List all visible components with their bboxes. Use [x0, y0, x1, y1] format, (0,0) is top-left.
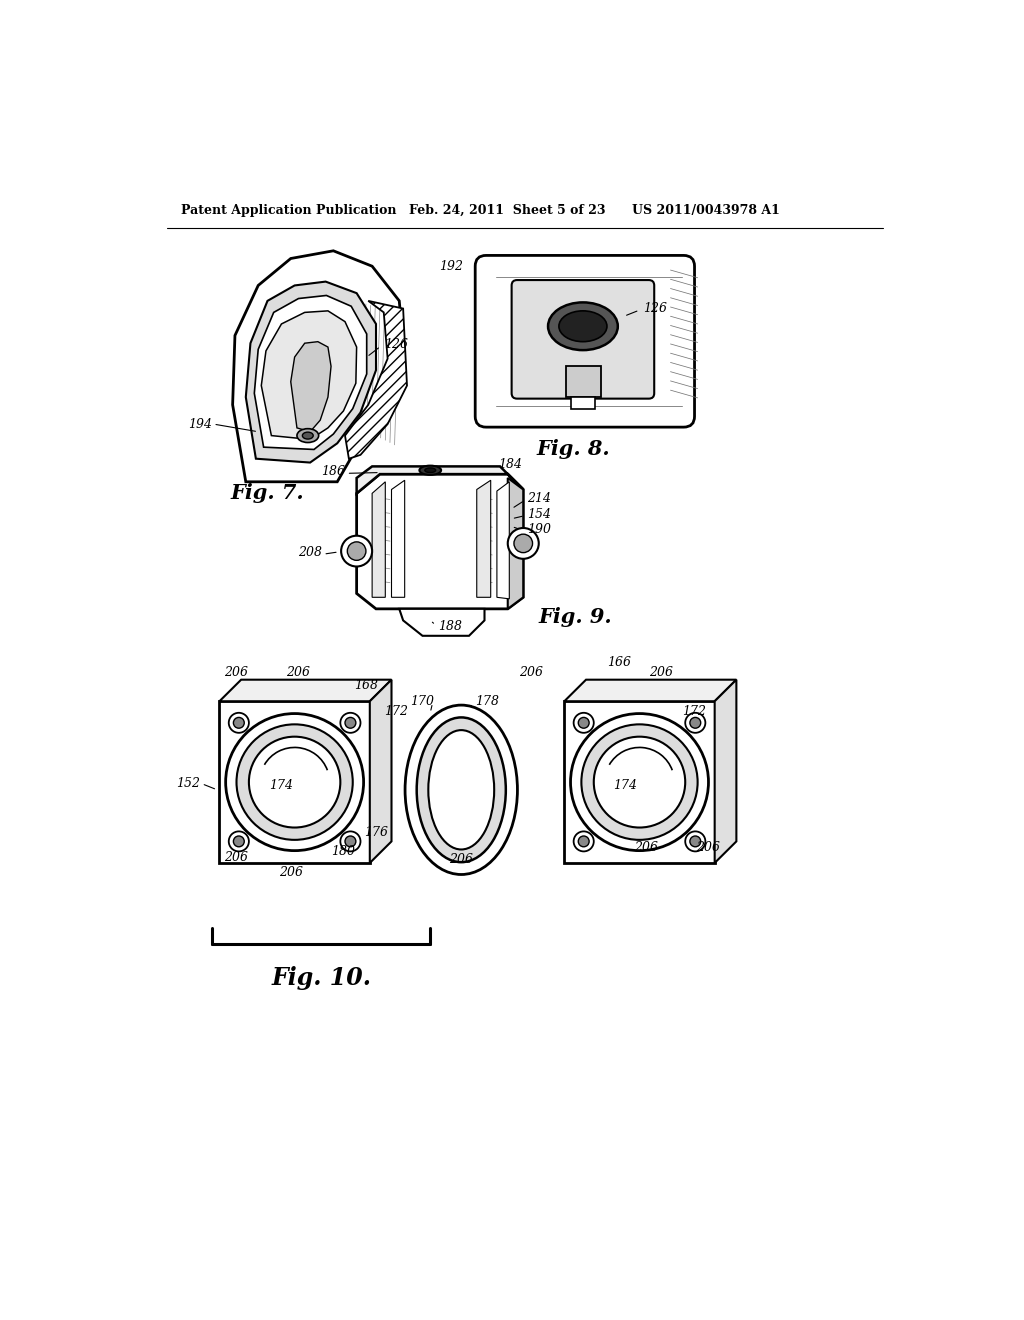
Polygon shape [261, 312, 356, 440]
Polygon shape [219, 680, 391, 701]
Text: 154: 154 [527, 508, 551, 520]
Circle shape [685, 713, 706, 733]
Polygon shape [564, 701, 715, 863]
Circle shape [225, 714, 364, 850]
Circle shape [573, 832, 594, 851]
Text: 206: 206 [287, 667, 310, 680]
Text: 206: 206 [695, 841, 720, 854]
Circle shape [340, 713, 360, 733]
Text: 174: 174 [613, 779, 638, 792]
Text: 206: 206 [224, 851, 249, 865]
Text: 126: 126 [643, 302, 668, 315]
Text: 206: 206 [634, 841, 657, 854]
Text: 190: 190 [527, 523, 551, 536]
Polygon shape [372, 482, 385, 597]
Text: Fig. 8.: Fig. 8. [537, 440, 610, 459]
Circle shape [341, 536, 372, 566]
Polygon shape [291, 342, 331, 432]
Ellipse shape [420, 466, 441, 475]
Ellipse shape [428, 730, 495, 850]
Circle shape [690, 836, 700, 847]
Text: 152: 152 [176, 777, 200, 791]
Polygon shape [715, 680, 736, 863]
Polygon shape [246, 281, 376, 462]
Text: 174: 174 [269, 779, 294, 792]
Polygon shape [566, 367, 601, 397]
Polygon shape [497, 482, 509, 599]
FancyBboxPatch shape [512, 280, 654, 399]
Text: 188: 188 [438, 620, 462, 634]
Text: 178: 178 [475, 694, 500, 708]
Text: 172: 172 [384, 705, 408, 718]
Polygon shape [399, 609, 484, 636]
Ellipse shape [417, 718, 506, 862]
Polygon shape [571, 397, 595, 409]
Ellipse shape [302, 432, 313, 440]
Text: 184: 184 [499, 458, 522, 471]
Circle shape [579, 718, 589, 729]
Text: 176: 176 [365, 825, 388, 838]
Circle shape [514, 535, 532, 553]
Circle shape [340, 832, 360, 851]
Text: 186: 186 [321, 465, 345, 478]
Circle shape [233, 718, 245, 729]
Circle shape [573, 713, 594, 733]
Circle shape [594, 737, 685, 828]
Text: Fig. 10.: Fig. 10. [271, 966, 372, 990]
Ellipse shape [406, 705, 517, 875]
Circle shape [570, 714, 709, 850]
Circle shape [347, 541, 366, 560]
Circle shape [228, 832, 249, 851]
Circle shape [237, 725, 352, 840]
Text: 168: 168 [354, 680, 378, 693]
Polygon shape [356, 466, 523, 494]
Polygon shape [370, 680, 391, 863]
Text: 192: 192 [439, 260, 464, 273]
Text: 206: 206 [450, 853, 473, 866]
Text: 170: 170 [411, 694, 434, 708]
Circle shape [582, 725, 697, 840]
Text: 166: 166 [607, 656, 631, 669]
Circle shape [249, 737, 340, 828]
Text: 180: 180 [331, 845, 355, 858]
Circle shape [345, 836, 356, 847]
Circle shape [579, 836, 589, 847]
Circle shape [508, 528, 539, 558]
Ellipse shape [559, 312, 607, 342]
Text: 172: 172 [682, 705, 707, 718]
Text: 206: 206 [519, 667, 543, 680]
Text: 194: 194 [187, 417, 212, 430]
Circle shape [685, 832, 706, 851]
Circle shape [233, 836, 245, 847]
Polygon shape [345, 301, 407, 459]
FancyBboxPatch shape [475, 256, 694, 428]
Text: Patent Application Publication: Patent Application Publication [180, 205, 396, 218]
Polygon shape [356, 474, 523, 609]
Circle shape [690, 718, 700, 729]
Text: Fig. 7.: Fig. 7. [230, 483, 304, 503]
Polygon shape [391, 480, 404, 597]
Ellipse shape [548, 302, 617, 350]
Circle shape [345, 718, 356, 729]
Text: Fig. 9.: Fig. 9. [539, 607, 612, 627]
Text: 206: 206 [279, 866, 303, 879]
Text: 214: 214 [527, 492, 551, 506]
Ellipse shape [425, 469, 435, 473]
Text: 208: 208 [298, 546, 322, 560]
Ellipse shape [297, 429, 318, 442]
Polygon shape [477, 480, 490, 597]
Polygon shape [254, 296, 367, 449]
Text: 126: 126 [384, 338, 408, 351]
Polygon shape [508, 478, 523, 609]
Text: 206: 206 [649, 667, 673, 680]
Text: 206: 206 [224, 667, 249, 680]
Polygon shape [564, 680, 736, 701]
Text: US 2011/0043978 A1: US 2011/0043978 A1 [632, 205, 779, 218]
Polygon shape [219, 701, 370, 863]
Text: Feb. 24, 2011  Sheet 5 of 23: Feb. 24, 2011 Sheet 5 of 23 [409, 205, 605, 218]
Polygon shape [232, 251, 403, 482]
Circle shape [228, 713, 249, 733]
